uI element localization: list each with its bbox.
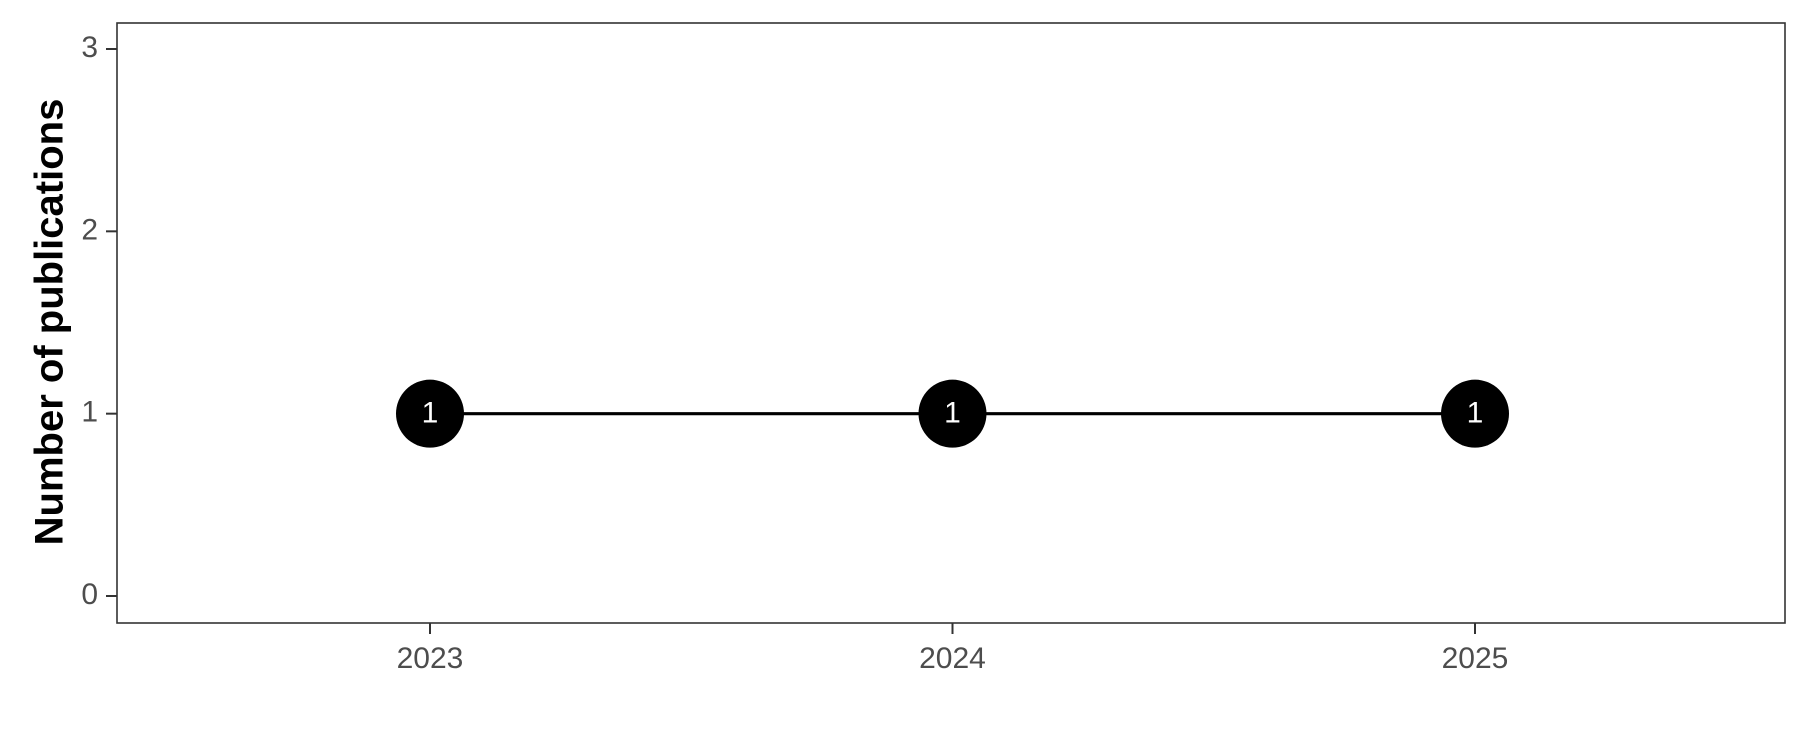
data-label: 1 xyxy=(422,397,439,430)
x-tick-label: 2025 xyxy=(1442,642,1509,675)
data-label: 1 xyxy=(1467,397,1484,430)
y-tick-label: 1 xyxy=(81,396,98,429)
plot-panel xyxy=(116,22,1786,624)
data-point xyxy=(1441,379,1509,448)
x-tick-label: 2023 xyxy=(397,642,464,675)
data-point xyxy=(396,379,464,448)
y-tick-label: 0 xyxy=(81,578,98,611)
series-group: 1 1 1 xyxy=(396,379,1509,448)
x-axis: 2023 2024 2025 xyxy=(397,623,1509,675)
y-tick-label: 2 xyxy=(81,213,98,246)
panel-border xyxy=(116,22,1786,624)
y-axis-title: Number of publications xyxy=(28,99,72,546)
y-axis: 0 1 2 3 xyxy=(81,31,117,611)
data-point xyxy=(918,379,987,448)
data-label: 1 xyxy=(944,397,961,430)
x-tick-label: 2024 xyxy=(919,642,986,675)
y-tick-label: 3 xyxy=(81,31,98,64)
